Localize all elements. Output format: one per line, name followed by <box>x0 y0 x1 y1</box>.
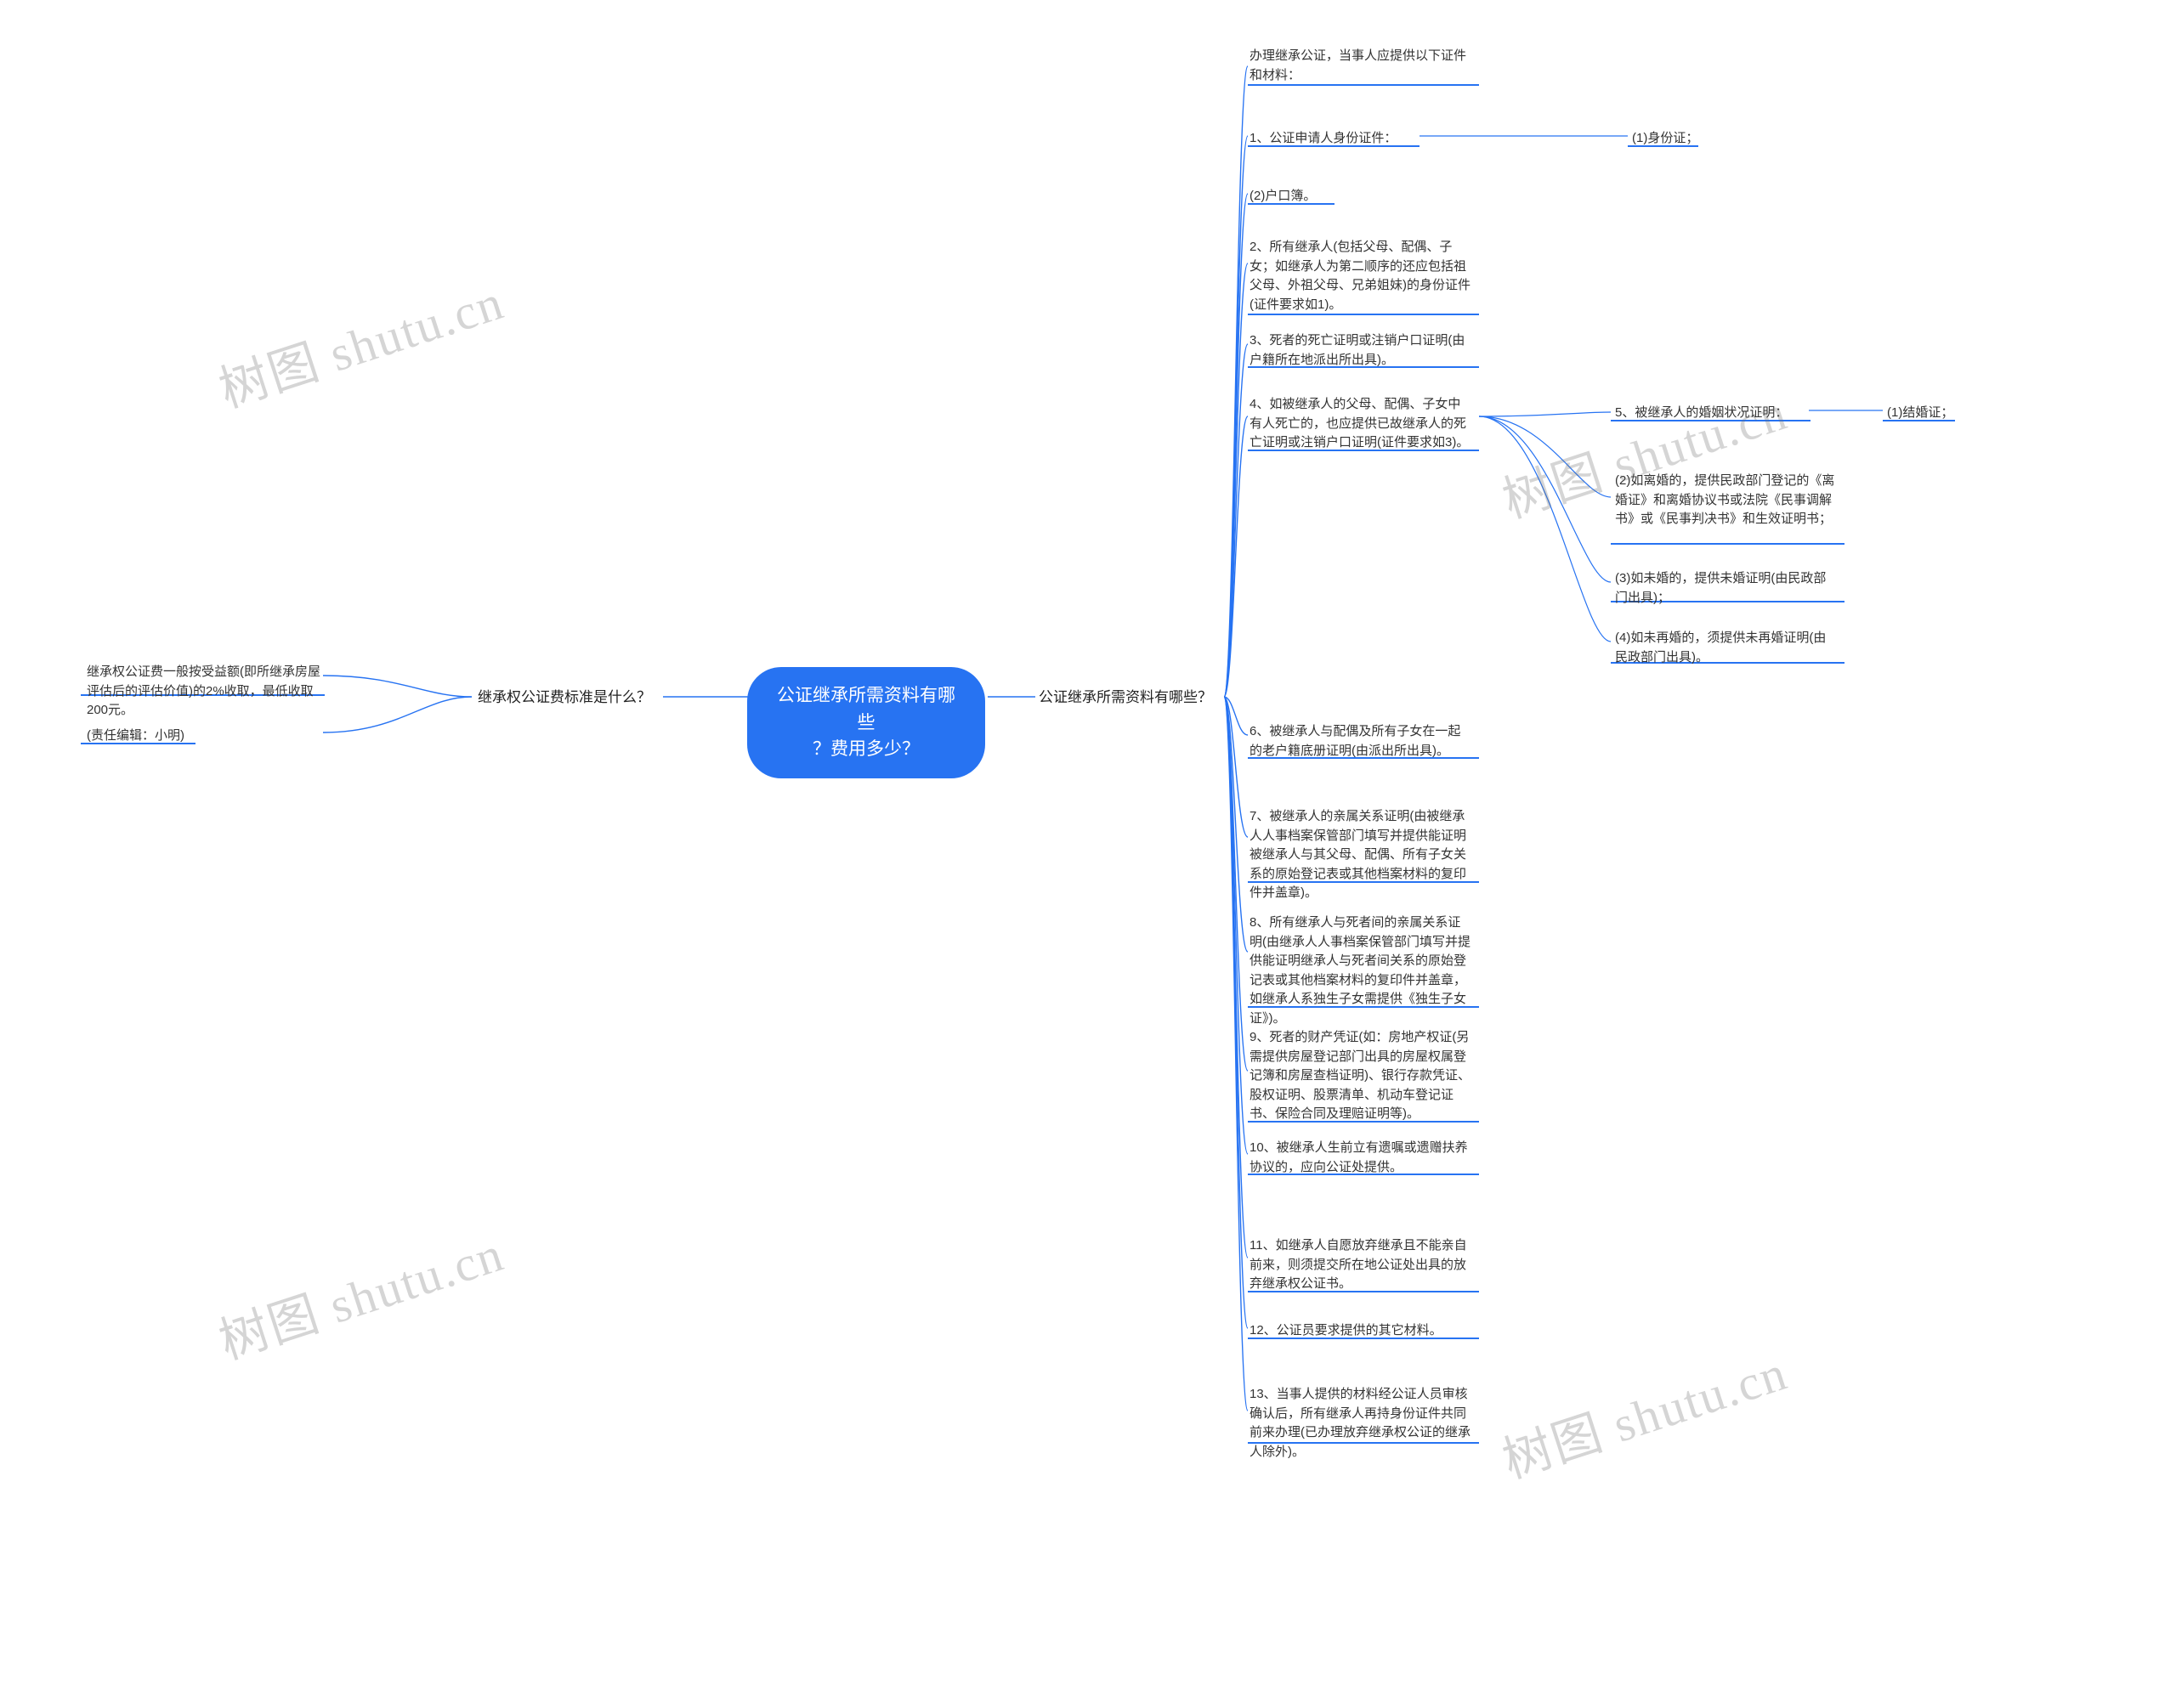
root-line2: ？费用多少？ <box>813 739 920 759</box>
left-branch-label: 继承权公证费标准是什么？ <box>478 689 651 705</box>
root-node[interactable]: 公证继承所需资料有哪些 ？费用多少？ <box>747 667 985 778</box>
right-item-3[interactable]: 2、所有继承人(包括父母、配偶、子女；如继承人为第二顺序的还应包括祖父母、外祖父… <box>1250 238 1470 314</box>
right-branch-label: 公证继承所需资料有哪些？ <box>1039 689 1212 705</box>
watermark-3: 树图 shutu.cn <box>209 1213 512 1372</box>
right-item-10[interactable]: 10、被继承人生前立有遗嘱或遗赠扶养协议的，应向公证处提供。 <box>1250 1139 1470 1177</box>
right-item-11[interactable]: 11、如继承人自愿放弃继承且不能亲自前来，则须提交所在地公证处出具的放弃继承权公… <box>1250 1236 1470 1294</box>
right-branch[interactable]: 公证继承所需资料有哪些？ <box>1039 687 1212 709</box>
right-item-0[interactable]: 办理继承公证，当事人应提供以下证件和材料： <box>1250 47 1470 85</box>
mindmap-canvas: 公证继承所需资料有哪些 ？费用多少？ 公证继承所需资料有哪些？ 办理继承公证，当… <box>0 0 2176 1708</box>
left-branch[interactable]: 继承权公证费标准是什么？ <box>478 687 651 709</box>
right-item-9[interactable]: 9、死者的财产凭证(如：房地产权证(另需提供房屋登记部门出具的房屋权属登记簿和房… <box>1250 1028 1470 1124</box>
right-item-6[interactable]: 6、被继承人与配偶及所有子女在一起的老户籍底册证明(由派出所出具)。 <box>1250 722 1470 761</box>
left-item-0[interactable]: 继承权公证费一般按受益额(即所继承房屋评估后的评估价值)的2%收取，最低收取20… <box>87 663 325 721</box>
watermark-1: 树图 shutu.cn <box>209 262 512 421</box>
root-line1: 公证继承所需资料有哪些 <box>777 686 955 732</box>
sub-dash-sub[interactable]: (1)结婚证； <box>1887 404 1953 423</box>
right-item-13[interactable]: 13、当事人提供的材料经公证人员审核确认后，所有继承人再持身份证件共同前来办理(… <box>1250 1385 1470 1462</box>
right-item-1[interactable]: 1、公证申请人身份证件： <box>1250 129 1397 149</box>
watermark-4: 树图 shutu.cn <box>1493 1332 1795 1491</box>
sub-item-2[interactable]: (3)如未婚的，提供未婚证明(由民政部门出具)； <box>1615 569 1836 608</box>
right-item-4[interactable]: 3、死者的死亡证明或注销户口证明(由户籍所在地派出所出具)。 <box>1250 331 1470 370</box>
sub-item-1[interactable]: (2)如离婚的，提供民政部门登记的《离婚证》和离婚协议书或法院《民事调解书》或《… <box>1615 472 1836 529</box>
left-item-1[interactable]: (责任编辑：小明) <box>87 727 184 746</box>
sub-item-3[interactable]: (4)如未再婚的，须提供未再婚证明(由民政部门出具)。 <box>1615 629 1836 667</box>
right-dash-sub[interactable]: (1)身份证； <box>1632 129 1698 149</box>
sub-item-0[interactable]: 5、被继承人的婚姻状况证明： <box>1615 404 1788 423</box>
right-item-12[interactable]: 12、公证员要求提供的其它材料。 <box>1250 1321 1442 1341</box>
connectors-svg <box>0 0 2176 1708</box>
right-item-7[interactable]: 7、被继承人的亲属关系证明(由被继承人人事档案保管部门填写并提供能证明被继承人与… <box>1250 807 1470 903</box>
right-item-5[interactable]: 4、如被继承人的父母、配偶、子女中有人死亡的，也应提供已故继承人的死亡证明或注销… <box>1250 395 1470 453</box>
right-item-2[interactable]: (2)户口簿。 <box>1250 187 1316 206</box>
right-item-8[interactable]: 8、所有继承人与死者间的亲属关系证明(由继承人人事档案保管部门填写并提供能证明继… <box>1250 913 1470 1028</box>
